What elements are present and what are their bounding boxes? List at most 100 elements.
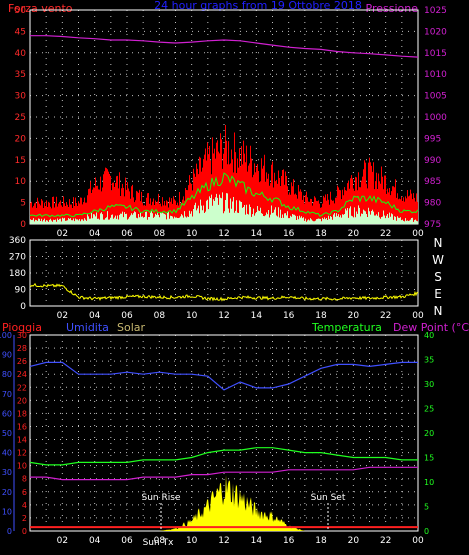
y-tick-label-direction: 0 bbox=[20, 302, 26, 312]
x-tick-label: 00 bbox=[412, 229, 424, 239]
x-tick-label: 06 bbox=[121, 311, 133, 321]
x-tick-label: 04 bbox=[89, 536, 101, 546]
y-tick-label-temperature: 10 bbox=[424, 478, 434, 487]
x-tick-label: 06 bbox=[121, 229, 133, 239]
pressure-line bbox=[30, 35, 419, 58]
y-tick-label-rain: 6 bbox=[22, 488, 27, 497]
y-tick-label-pressure: 990 bbox=[424, 156, 441, 166]
y-tick-label-wind: 15 bbox=[15, 156, 26, 166]
y-tick-label-direction: 360 bbox=[9, 236, 26, 246]
y-tick-label-rain: 22 bbox=[17, 383, 27, 392]
x-tick-label: 08 bbox=[154, 229, 166, 239]
x-tick-label: 00 bbox=[412, 311, 424, 321]
x-tick-label: 14 bbox=[251, 536, 263, 546]
wind-average-line bbox=[29, 172, 419, 218]
grid-layer bbox=[30, 10, 418, 531]
y-tick-label-pressure: 1020 bbox=[424, 27, 447, 37]
y-tick-label-rain: 4 bbox=[22, 501, 27, 510]
humidity-label: Umidita bbox=[66, 321, 109, 334]
x-tick-label: 14 bbox=[251, 311, 263, 321]
x-tick-label: 16 bbox=[283, 536, 295, 546]
y-tick-label-rain: 8 bbox=[22, 475, 27, 484]
x-tick-label: 12 bbox=[218, 536, 229, 546]
x-tick-label: 02 bbox=[57, 536, 68, 546]
y-tick-label-humidity: 10 bbox=[2, 507, 12, 516]
y-tick-label-humidity: 40 bbox=[2, 449, 12, 458]
x-tick-label: 18 bbox=[315, 229, 327, 239]
y-tick-label-pressure: 995 bbox=[424, 134, 441, 144]
y-tick-label-temperature: 20 bbox=[424, 429, 434, 438]
y-tick-label-pressure: 975 bbox=[424, 220, 441, 230]
y-tick-label-wind: 45 bbox=[15, 27, 26, 37]
y-tick-label-humidity: 100 bbox=[0, 331, 12, 340]
y-tick-label-rain: 24 bbox=[17, 370, 27, 379]
y-tick-label-wind: 25 bbox=[15, 113, 26, 123]
y-tick-label-humidity: 70 bbox=[2, 390, 12, 399]
y-tick-label-temperature: 5 bbox=[424, 503, 429, 512]
y-tick-label-rain: 28 bbox=[17, 344, 27, 353]
y-tick-label-temperature: 15 bbox=[424, 454, 434, 463]
temperature-label: Temperatura bbox=[311, 321, 382, 334]
y-tick-label-wind: 30 bbox=[15, 92, 27, 102]
x-tick-label: 22 bbox=[380, 536, 391, 546]
temperature-line bbox=[29, 447, 418, 466]
direction-label: S bbox=[434, 270, 442, 284]
y-tick-label-wind: 40 bbox=[15, 49, 27, 59]
x-tick-label: 20 bbox=[348, 536, 360, 546]
y-tick-label-wind: 50 bbox=[15, 6, 27, 16]
y-tick-label-wind: 35 bbox=[15, 70, 26, 80]
y-tick-label-wind: 0 bbox=[20, 220, 26, 230]
humidity-line bbox=[29, 361, 418, 391]
x-tick-label: 22 bbox=[380, 311, 391, 321]
x-tick-label: 16 bbox=[283, 229, 295, 239]
y-tick-label-rain: 16 bbox=[17, 422, 27, 431]
x-tick-label: 12 bbox=[218, 229, 229, 239]
wind-direction-panel bbox=[29, 282, 419, 302]
direction-label: N bbox=[434, 236, 443, 250]
x-tick-label: 10 bbox=[186, 229, 198, 239]
x-tick-label: 02 bbox=[57, 229, 68, 239]
humidity-temp-panel bbox=[29, 361, 418, 531]
sun-set-label: Sun Set bbox=[311, 493, 346, 503]
y-tick-label-humidity: 90 bbox=[2, 351, 12, 360]
direction-label: W bbox=[432, 253, 444, 267]
x-tick-label: 22 bbox=[380, 229, 391, 239]
solar-label: Solar bbox=[117, 321, 146, 334]
y-tick-label-humidity: 80 bbox=[2, 370, 12, 379]
y-tick-label-wind: 10 bbox=[15, 177, 27, 187]
sun-tx-label: Sun Tx bbox=[143, 538, 174, 548]
dewpoint-line bbox=[30, 466, 418, 481]
sun-rise-label: Sun Rise bbox=[142, 493, 181, 503]
y-tick-label-pressure: 985 bbox=[424, 177, 441, 187]
wind-direction-line bbox=[29, 282, 419, 302]
y-tick-label-wind: 5 bbox=[20, 199, 26, 209]
x-tick-label: 20 bbox=[348, 229, 360, 239]
y-tick-label-rain: 18 bbox=[17, 409, 27, 418]
y-tick-label-rain: 10 bbox=[17, 462, 27, 471]
wind-axis-title: Forza vento bbox=[8, 2, 73, 15]
y-tick-label-pressure: 1010 bbox=[424, 70, 447, 80]
y-tick-label-humidity: 0 bbox=[7, 527, 12, 536]
solar-area bbox=[30, 475, 418, 531]
x-tick-label: 14 bbox=[251, 229, 263, 239]
y-tick-label-temperature: 30 bbox=[424, 380, 434, 389]
x-tick-label: 04 bbox=[89, 229, 101, 239]
y-tick-label-humidity: 30 bbox=[2, 468, 12, 477]
x-tick-label: 08 bbox=[154, 311, 166, 321]
y-tick-label-temperature: 40 bbox=[424, 331, 434, 340]
x-tick-label: 16 bbox=[283, 311, 295, 321]
y-tick-label-rain: 0 bbox=[22, 527, 27, 536]
x-tick-label: 18 bbox=[315, 311, 327, 321]
y-tick-label-humidity: 50 bbox=[2, 429, 12, 438]
x-tick-label: 10 bbox=[186, 536, 198, 546]
y-tick-label-rain: 20 bbox=[17, 396, 27, 405]
x-tick-label: 10 bbox=[186, 311, 198, 321]
y-tick-label-rain: 30 bbox=[17, 331, 27, 340]
y-tick-label-pressure: 1005 bbox=[424, 92, 447, 102]
y-tick-label-temperature: 25 bbox=[424, 405, 434, 414]
x-tick-label: 18 bbox=[315, 536, 327, 546]
x-tick-label: 00 bbox=[412, 536, 424, 546]
rain-label: Pioggia bbox=[2, 321, 42, 334]
